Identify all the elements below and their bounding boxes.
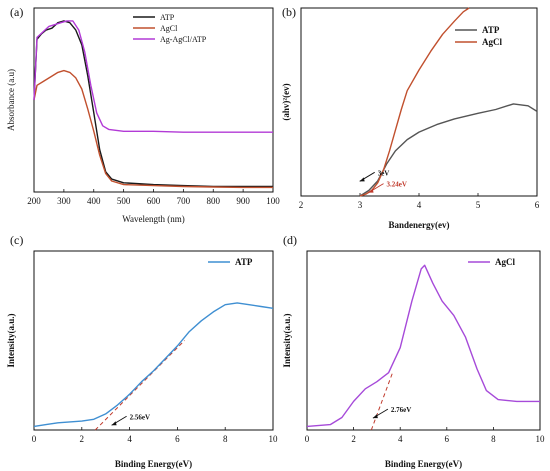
x-axis-label: Binding Energy(eV): [385, 459, 462, 469]
x-tick-label: 3: [358, 200, 363, 210]
annotation-label: 2.76eV: [391, 406, 411, 414]
chart-panel-1: (a) 200 300 400 500 600 700 800 900 100 Wavelength…: [6, 5, 280, 224]
annotation-label: 3.24eV: [387, 181, 407, 189]
x-tick-label: 6: [175, 434, 180, 444]
x-tick-label: 200: [27, 196, 41, 206]
annotation-arrowhead: [368, 188, 374, 193]
x-tick-label: 0: [305, 434, 310, 444]
legend-label: AgCl: [495, 257, 515, 267]
x-tick-label: 600: [147, 196, 161, 206]
series-line-atp: [33, 20, 273, 188]
panel-letter: (b): [282, 5, 296, 19]
series-line-agcl: [306, 264, 540, 428]
annotation-label: 3eV: [378, 169, 390, 177]
x-tick-label: 2: [351, 434, 356, 444]
chart-panel-4: (d) 0 2 4 6 8 10 Binding Energy(eV) Intensity(a.…: [282, 233, 545, 469]
x-tick-label: 800: [207, 196, 221, 206]
plot-frame: [306, 250, 541, 431]
x-axis-label: Binding Energy(eV): [115, 459, 192, 469]
x-tick-label: 6: [535, 200, 540, 210]
x-tick-label: 10: [536, 434, 546, 444]
legend-label: AgCl: [482, 37, 502, 47]
plot-frame: [33, 7, 274, 193]
legend-label: AgCl: [160, 24, 178, 33]
annotation-arrowhead: [372, 414, 378, 419]
series-line-atp: [33, 302, 274, 428]
x-tick-label: 6: [445, 434, 450, 444]
annotation-label: 2.56eV: [130, 413, 150, 421]
x-tick-label: 4: [398, 434, 403, 444]
x-tick-label: 900: [236, 196, 250, 206]
chart-panel-3: (c) 0 2 4 6 8 10 Binding Energy(eV) Intensity(a.…: [6, 233, 278, 469]
x-tick-label: 5: [476, 200, 481, 210]
x-tick-label: 700: [177, 196, 191, 206]
annotation-arrowhead: [359, 177, 365, 182]
x-tick-label: 8: [491, 434, 496, 444]
y-axis-label: Absorbance (a.u): [6, 69, 16, 131]
legend-label: ATP: [160, 13, 175, 22]
legend-label: ATP: [235, 257, 253, 267]
legend-label: ATP: [482, 25, 500, 35]
x-tick-label: 2: [80, 434, 85, 444]
chart-panel-2: (b) 2 3 4 5 6 Bandenergy(ev) (ahv)²(ev) 3eV 3.24e…: [281, 5, 540, 230]
panel-letter: (c): [10, 233, 23, 247]
panel-letter: (d): [283, 233, 297, 247]
tangent-line: [94, 340, 185, 431]
x-tick-label: 8: [223, 434, 228, 444]
x-tick-label: 100: [266, 196, 280, 206]
tangent-line: [370, 370, 394, 431]
x-tick-label: 10: [269, 434, 279, 444]
panel-letter: (a): [10, 5, 23, 19]
x-axis-label: Wavelength (nm): [122, 214, 185, 224]
x-tick-label: 400: [87, 196, 101, 206]
x-tick-label: 4: [127, 434, 132, 444]
x-tick-label: 500: [117, 196, 131, 206]
plot-frame: [33, 250, 274, 431]
x-axis-label: Bandenergy(ev): [389, 220, 450, 230]
y-axis-label: Intensity(a.u.): [6, 313, 16, 367]
x-tick-label: 0: [32, 434, 37, 444]
series-line-agcl: [359, 7, 470, 197]
y-axis-label: (ahv)²(ev): [281, 83, 291, 120]
annotation-arrowhead: [111, 421, 117, 426]
series-line-agcl: [33, 69, 273, 189]
y-axis-label: Intensity(a.u.): [282, 313, 292, 367]
legend-label: Ag-AgCl/ATP: [160, 35, 207, 44]
x-tick-label: 300: [57, 196, 71, 206]
x-tick-label: 2: [299, 200, 304, 210]
series-line-ag-agcl-atp: [33, 20, 273, 133]
x-tick-label: 4: [417, 200, 422, 210]
